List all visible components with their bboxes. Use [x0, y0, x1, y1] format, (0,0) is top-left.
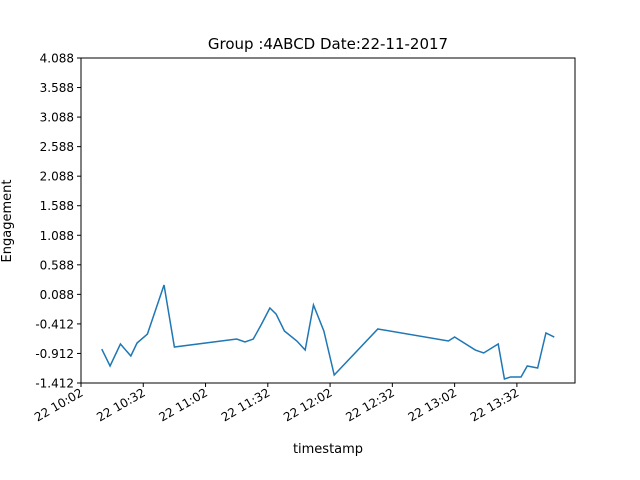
- y-tick-label: 4.088: [40, 52, 74, 66]
- x-tick-label: 22 11:02: [157, 385, 210, 424]
- x-tick-label: 22 12:02: [281, 385, 334, 424]
- x-tick-label: 22 10:32: [94, 385, 147, 424]
- y-tick-label: 1.088: [40, 229, 74, 243]
- y-tick-label: 3.588: [40, 81, 74, 95]
- y-tick-label: 2.088: [40, 170, 74, 184]
- chart-title: Group :4ABCD Date:22-11-2017: [208, 35, 448, 53]
- y-tick-label: 2.588: [40, 140, 74, 154]
- plot-frame: [80, 57, 576, 384]
- x-tick-label: 22 13:32: [468, 385, 521, 424]
- y-tick-label: -0.912: [35, 347, 74, 361]
- y-tick-label: -1.412: [35, 377, 74, 391]
- data-line: [101, 284, 555, 380]
- x-tick-label: 22 13:02: [406, 385, 459, 424]
- x-tick-label: 22 11:32: [219, 385, 272, 424]
- y-tick-label: 0.588: [40, 258, 74, 272]
- x-tick-label: 22 10:02: [32, 385, 85, 424]
- x-axis-label: timestamp: [293, 442, 363, 457]
- y-axis-label: Engagement: [0, 180, 15, 263]
- x-tick-label: 22 12:32: [343, 385, 396, 424]
- y-tick-label: 1.588: [40, 199, 74, 213]
- y-tick-label: 3.088: [40, 111, 74, 125]
- y-tick-label: 0.088: [40, 288, 74, 302]
- y-tick-label: -0.412: [35, 317, 74, 331]
